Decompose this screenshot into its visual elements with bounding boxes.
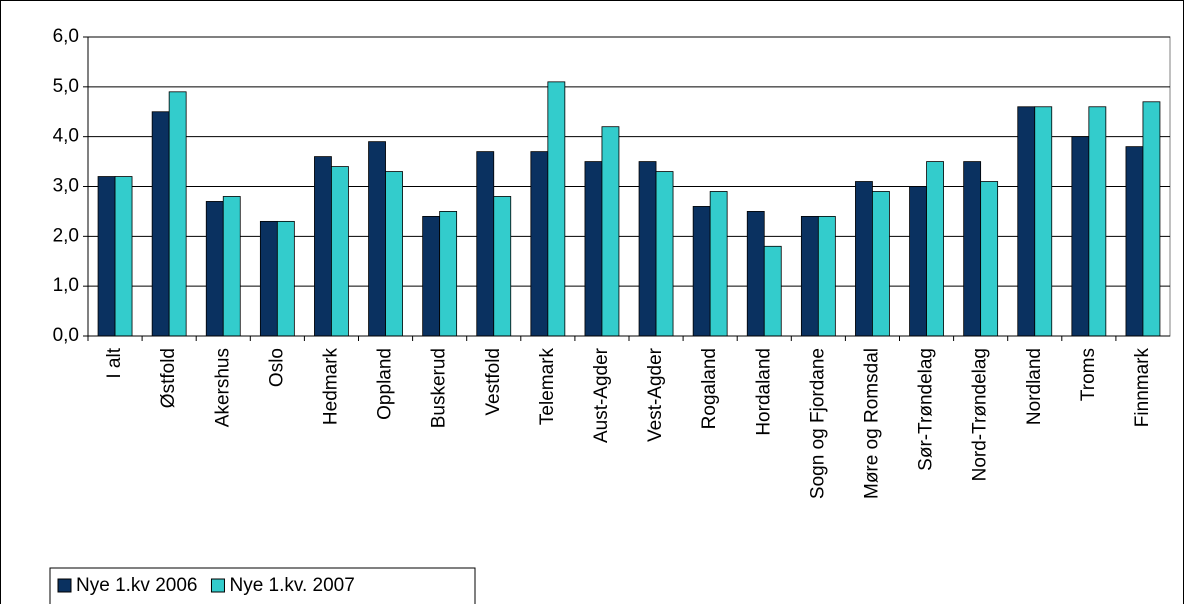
bar bbox=[422, 215, 441, 337]
x-tick-label: Oslo bbox=[266, 348, 287, 387]
bar bbox=[1142, 101, 1161, 337]
bar bbox=[638, 161, 657, 337]
legend-label: Nye 1.kv. 2007 bbox=[229, 575, 354, 596]
x-tick-label: Vest-Agder bbox=[645, 347, 666, 442]
x-tick-label: Telemark bbox=[537, 348, 558, 426]
x-tick-label: Finnmark bbox=[1132, 348, 1153, 428]
bar bbox=[872, 191, 890, 337]
bar bbox=[222, 196, 241, 337]
legend-swatch bbox=[210, 578, 225, 593]
bar bbox=[331, 166, 349, 337]
bar bbox=[1088, 106, 1107, 337]
x-tick-label: Buskerud bbox=[429, 348, 450, 428]
x-tick-label: Vestfold bbox=[483, 348, 504, 416]
x-tick-label: Hedmark bbox=[320, 348, 341, 426]
bar bbox=[817, 215, 836, 337]
bar bbox=[800, 215, 819, 337]
y-tick-label: 2,0 bbox=[53, 225, 79, 246]
bar bbox=[168, 91, 187, 337]
bar bbox=[601, 126, 620, 337]
bar bbox=[1017, 106, 1036, 337]
bar bbox=[151, 111, 170, 337]
bar bbox=[980, 181, 999, 337]
y-tick-label: 5,0 bbox=[53, 76, 79, 97]
y-tick-label: 3,0 bbox=[53, 176, 79, 197]
bar bbox=[763, 245, 782, 337]
x-tick-label: Sogn og Fjordane bbox=[807, 348, 828, 499]
legend-box bbox=[49, 567, 476, 604]
bar bbox=[709, 191, 728, 337]
bar bbox=[1071, 136, 1090, 337]
x-tick-label: Nordland bbox=[1024, 348, 1045, 425]
y-tick-label: 4,0 bbox=[53, 126, 79, 147]
x-tick-label: Nord-Trøndelag bbox=[970, 348, 991, 481]
legend-label: Nye 1.kv 2006 bbox=[76, 575, 197, 596]
bar bbox=[205, 201, 224, 337]
x-tick-label: I alt bbox=[104, 347, 125, 378]
y-tick-label: 6,0 bbox=[53, 26, 79, 47]
bar bbox=[655, 171, 674, 337]
bar bbox=[909, 186, 927, 337]
x-tick-label: Rogaland bbox=[699, 348, 720, 429]
y-tick-label: 1,0 bbox=[53, 275, 79, 296]
bar bbox=[368, 141, 386, 337]
bar bbox=[855, 181, 873, 337]
bar bbox=[97, 176, 116, 337]
x-tick-label: Østfold bbox=[158, 348, 179, 408]
bar bbox=[314, 156, 332, 337]
bar bbox=[493, 196, 512, 337]
bar bbox=[746, 211, 765, 337]
bar bbox=[963, 161, 982, 337]
x-tick-label: Aust-Agder bbox=[591, 347, 612, 443]
x-tick-label: Akershus bbox=[212, 348, 233, 427]
bar bbox=[476, 151, 495, 337]
bar bbox=[114, 176, 133, 337]
bar bbox=[1125, 146, 1144, 337]
bar bbox=[530, 151, 549, 337]
x-tick-label: Troms bbox=[1078, 348, 1099, 401]
bar bbox=[692, 206, 711, 337]
x-tick-label: Oppland bbox=[375, 348, 396, 420]
y-tick-label: 0,0 bbox=[53, 325, 79, 346]
bar bbox=[926, 161, 944, 337]
bar bbox=[259, 220, 278, 337]
x-tick-label: Sør-Trøndelag bbox=[916, 348, 937, 471]
bar bbox=[547, 81, 566, 337]
bar bbox=[439, 211, 458, 337]
x-tick-label: Hordaland bbox=[753, 348, 774, 436]
bar bbox=[584, 161, 603, 337]
bar bbox=[276, 220, 295, 337]
legend-swatch bbox=[57, 578, 72, 593]
bar bbox=[1034, 106, 1053, 337]
bar bbox=[385, 171, 403, 337]
x-tick-label: Møre og Romsdal bbox=[861, 348, 882, 499]
